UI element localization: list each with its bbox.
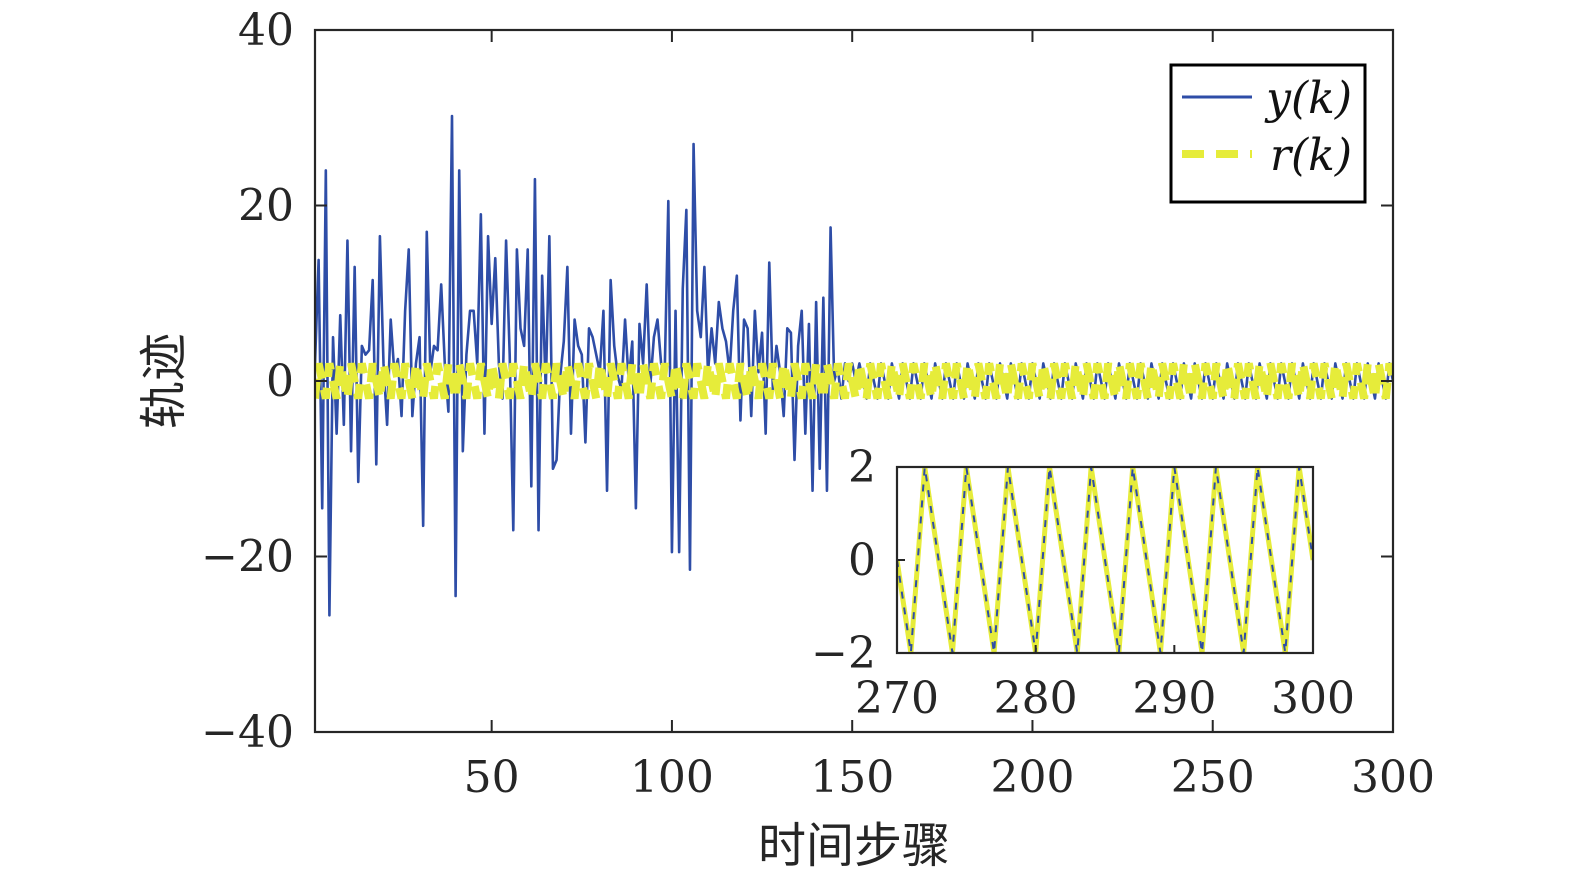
y-tick-label: −40 xyxy=(201,707,294,758)
legend: y(k) r(k) xyxy=(1169,63,1367,204)
y-tick-label: 40 xyxy=(238,5,294,56)
y-tick-label: 0 xyxy=(266,356,294,407)
x-tick-label: 50 xyxy=(464,752,520,803)
inset-y-tick-label: 2 xyxy=(848,442,876,493)
x-tick-label: 250 xyxy=(1171,752,1255,803)
x-axis-label: 时间步骤 xyxy=(758,818,950,874)
series-line-r xyxy=(315,362,1393,400)
inset-y-tick-label: 0 xyxy=(848,535,876,586)
y-axis-label: 轨迹 xyxy=(136,333,192,429)
inset-series-line-y xyxy=(897,467,1313,653)
x-tick-label: 150 xyxy=(810,752,894,803)
x-tick-label: 200 xyxy=(990,752,1074,803)
inset-y-tick-label: −2 xyxy=(811,628,876,679)
inset-x-tick-label: 300 xyxy=(1271,673,1355,724)
legend-box xyxy=(1169,63,1367,204)
x-tick-label: 100 xyxy=(630,752,714,803)
legend-label-r: r(k) xyxy=(1270,130,1352,181)
y-tick-label: 20 xyxy=(238,181,294,232)
y-tick-label: −20 xyxy=(201,532,294,583)
inset-chart: 270 280 290 300 −2 0 2 xyxy=(811,442,1355,724)
inset-x-tick-label: 290 xyxy=(1132,673,1216,724)
inset-x-tick-label: 280 xyxy=(994,673,1078,724)
x-tick-label: 300 xyxy=(1351,752,1435,803)
legend-label-y: y(k) xyxy=(1264,73,1352,124)
inset-x-tick-label: 270 xyxy=(855,673,939,724)
